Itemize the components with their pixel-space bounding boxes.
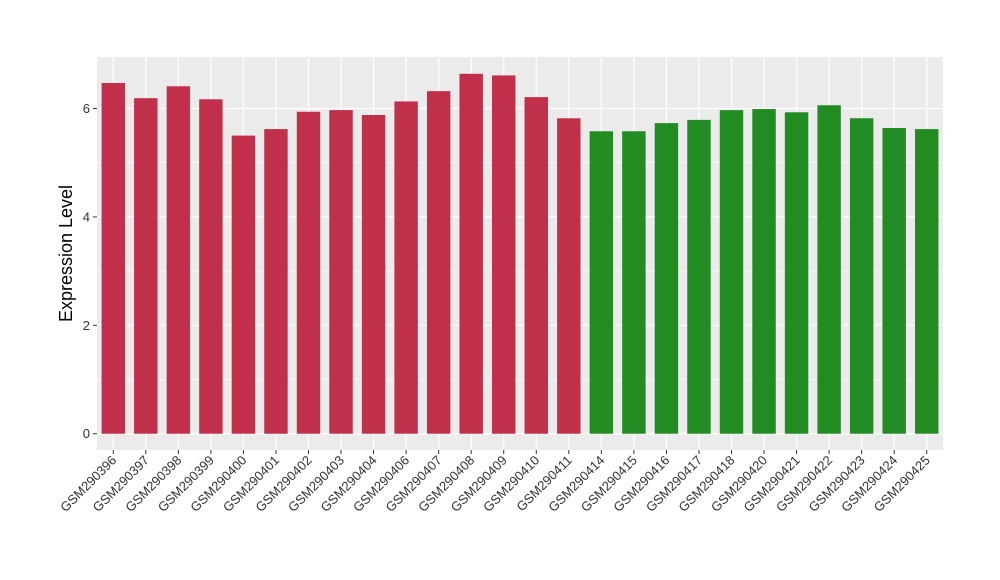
bar-GSM290417 bbox=[687, 119, 711, 434]
bar-GSM290406 bbox=[394, 101, 418, 434]
bar-GSM290411 bbox=[557, 118, 581, 434]
y-axis: 0 2 4 6 bbox=[83, 101, 97, 441]
bar-GSM290396 bbox=[101, 83, 125, 434]
bar-GSM290409 bbox=[492, 75, 516, 434]
bar-GSM290402 bbox=[296, 111, 321, 434]
bar-GSM290407 bbox=[426, 91, 451, 434]
bar-GSM290400 bbox=[231, 135, 256, 434]
bar-GSM290403 bbox=[329, 110, 353, 434]
bar-GSM290404 bbox=[361, 115, 386, 434]
bar-GSM290425 bbox=[915, 129, 939, 434]
bar-GSM290398 bbox=[166, 86, 191, 434]
plot-panel bbox=[97, 57, 943, 450]
bar-GSM290418 bbox=[719, 110, 744, 434]
bars bbox=[101, 73, 939, 434]
y-axis-title: Expression Level bbox=[56, 185, 76, 322]
bar-GSM290420 bbox=[752, 109, 776, 434]
x-axis: GSM290396GSM290397GSM290398GSM290399GSM2… bbox=[57, 450, 933, 515]
bar-GSM290416 bbox=[654, 123, 679, 434]
bar-GSM290414 bbox=[589, 131, 614, 434]
bar-GSM290424 bbox=[882, 128, 906, 434]
bar-GSM290399 bbox=[199, 99, 223, 434]
bar-GSM290423 bbox=[849, 118, 874, 434]
bar-GSM290408 bbox=[459, 73, 483, 434]
y-tick-label: 0 bbox=[83, 426, 90, 441]
bar-GSM290415 bbox=[622, 131, 646, 434]
y-tick-label: 6 bbox=[83, 101, 90, 116]
bar-GSM290410 bbox=[524, 97, 548, 434]
y-tick-label: 4 bbox=[83, 209, 90, 224]
bar-GSM290421 bbox=[784, 112, 809, 434]
y-tick-label: 2 bbox=[83, 318, 90, 333]
bar-GSM290422 bbox=[817, 105, 841, 434]
bar-GSM290401 bbox=[264, 129, 288, 434]
bar-GSM290397 bbox=[134, 98, 158, 434]
